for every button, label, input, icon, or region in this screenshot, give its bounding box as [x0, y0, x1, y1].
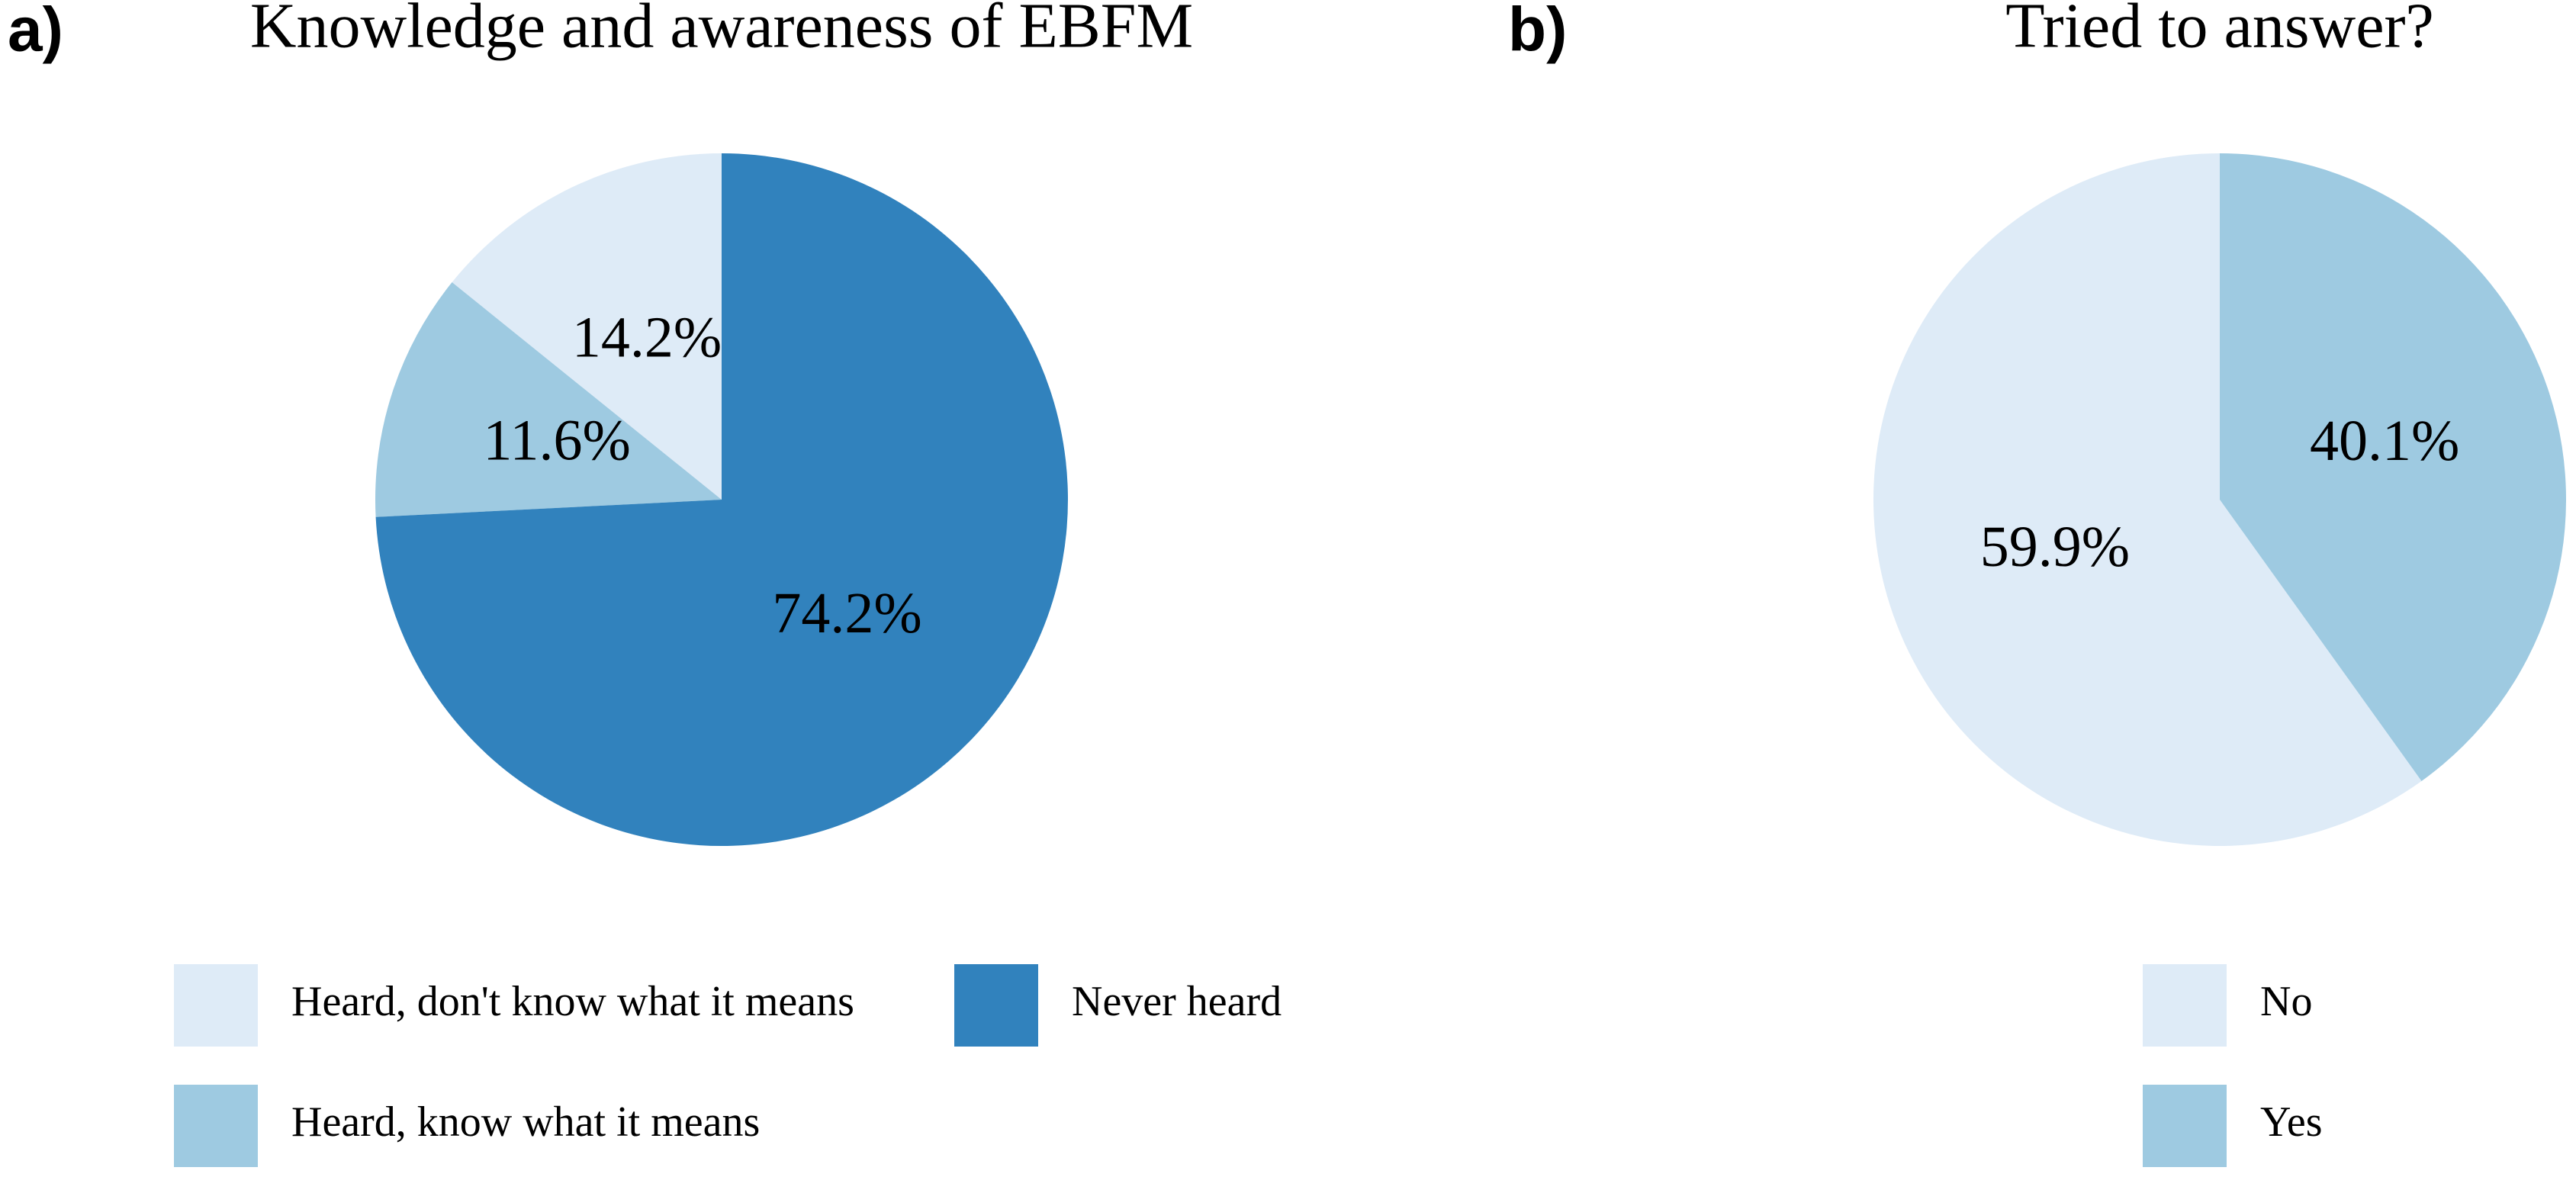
legend-label: No [2260, 978, 2312, 1025]
chart-title: Knowledge and awareness of EBFM [250, 0, 1193, 61]
pie-slice [2220, 153, 2566, 781]
slice-label: 14.2% [572, 306, 722, 370]
legend-label: Yes [2260, 1098, 2322, 1146]
chart-title: Tried to answer? [2005, 0, 2433, 61]
legend-swatch [174, 964, 258, 1047]
legend-swatch [174, 1085, 258, 1167]
legend-label: Never heard [1072, 978, 1282, 1025]
legend-swatch [954, 964, 1038, 1047]
legend-label: Heard, know what it means [291, 1098, 760, 1146]
slice-label: 59.9% [1980, 515, 2130, 579]
pie-slice [1873, 153, 2422, 847]
legend-swatch [2143, 964, 2227, 1047]
legend-swatch [2143, 1085, 2227, 1167]
pie-slice [375, 282, 722, 517]
slice-label: 11.6% [483, 408, 631, 472]
slice-label: 74.2% [772, 581, 921, 645]
slice-label: 40.1% [2310, 409, 2459, 473]
panel-label: b) [1508, 0, 1567, 65]
pie-slice [452, 153, 722, 500]
pie-slice [375, 153, 1069, 846]
legend-label: Heard, don't know what it means [291, 978, 854, 1025]
panel-label: a) [8, 0, 63, 65]
